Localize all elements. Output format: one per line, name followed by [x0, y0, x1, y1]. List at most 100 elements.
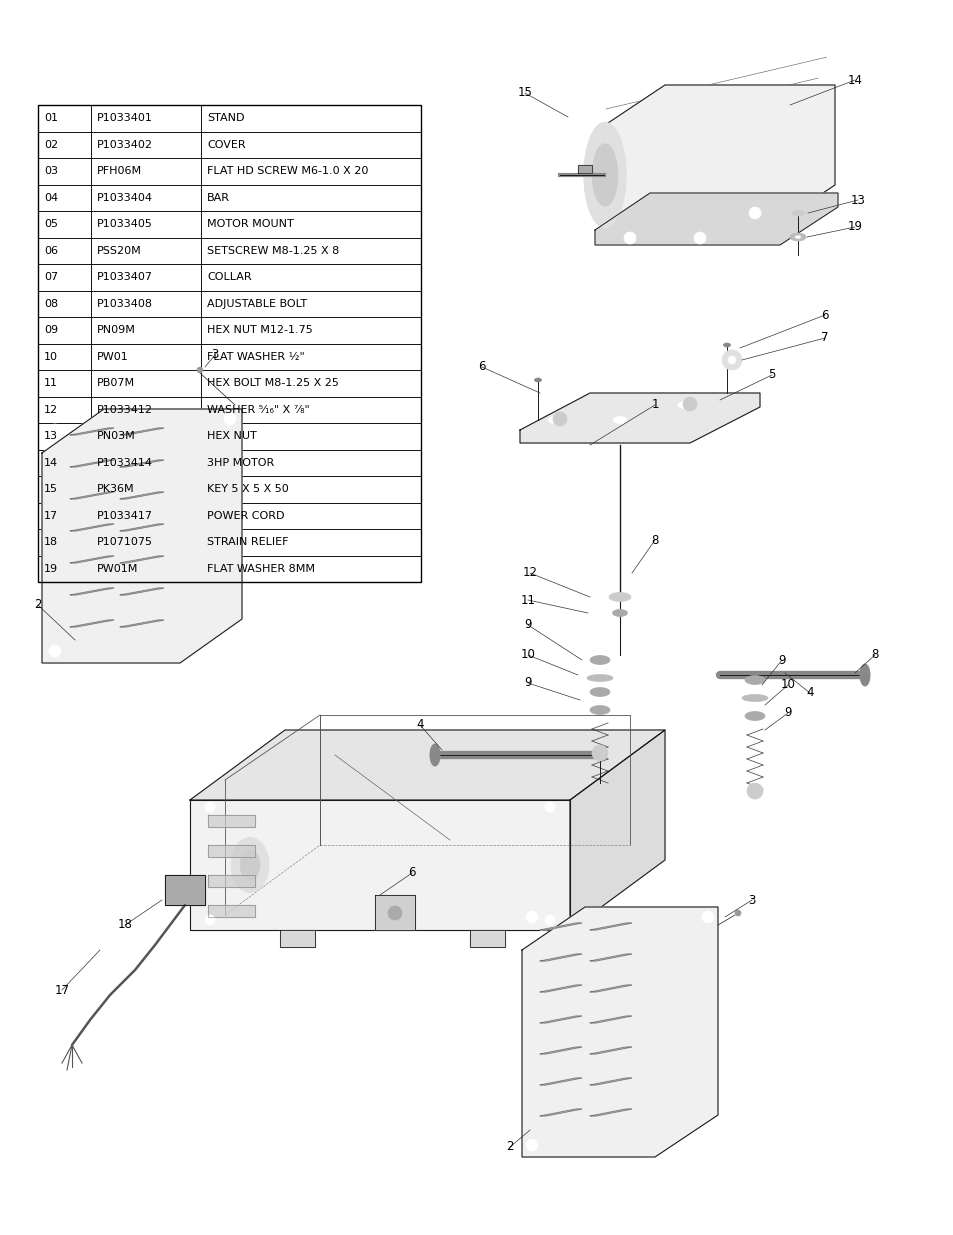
Text: 4: 4: [416, 719, 423, 731]
Ellipse shape: [734, 910, 740, 916]
Ellipse shape: [612, 610, 627, 616]
Text: 14: 14: [846, 74, 862, 86]
Circle shape: [701, 911, 713, 923]
Bar: [201, 317, 420, 343]
Text: FLAT HD SCREW M6-1.0 X 20: FLAT HD SCREW M6-1.0 X 20: [207, 167, 368, 177]
Polygon shape: [208, 815, 254, 827]
Text: PW01M: PW01M: [97, 563, 138, 574]
Bar: [201, 158, 420, 184]
Text: 6: 6: [408, 867, 416, 879]
Bar: [91, 264, 201, 290]
Ellipse shape: [240, 850, 260, 881]
Text: FLAT WASHER ½": FLAT WASHER ½": [207, 352, 304, 362]
Polygon shape: [208, 876, 254, 887]
Polygon shape: [70, 524, 113, 531]
Bar: [38, 317, 91, 343]
Text: 13: 13: [44, 431, 58, 441]
Bar: [91, 158, 201, 184]
Text: 01: 01: [44, 114, 58, 124]
Bar: [91, 105, 201, 131]
Polygon shape: [208, 845, 254, 857]
Ellipse shape: [231, 837, 269, 893]
Ellipse shape: [589, 688, 609, 697]
Text: 04: 04: [44, 193, 58, 203]
Text: 8: 8: [870, 648, 878, 662]
Ellipse shape: [547, 416, 561, 424]
Text: 9: 9: [524, 619, 531, 631]
Ellipse shape: [589, 705, 609, 715]
Circle shape: [553, 412, 566, 426]
Text: HEX NUT: HEX NUT: [207, 431, 256, 441]
Text: 1: 1: [651, 399, 659, 411]
Ellipse shape: [196, 367, 203, 373]
Bar: [201, 424, 420, 450]
Bar: [201, 503, 420, 529]
Bar: [91, 370, 201, 396]
Bar: [91, 184, 201, 211]
Ellipse shape: [722, 343, 730, 347]
Ellipse shape: [744, 676, 764, 684]
Circle shape: [721, 350, 741, 370]
Text: 09: 09: [44, 325, 58, 335]
Text: PW01: PW01: [97, 352, 129, 362]
Bar: [38, 237, 91, 264]
Polygon shape: [589, 1016, 631, 1023]
Bar: [91, 211, 201, 237]
Polygon shape: [539, 986, 581, 992]
Polygon shape: [120, 459, 164, 467]
Bar: [38, 343, 91, 370]
Bar: [38, 396, 91, 424]
Polygon shape: [120, 524, 164, 531]
Text: 5: 5: [767, 368, 775, 382]
Ellipse shape: [794, 236, 801, 238]
Bar: [38, 264, 91, 290]
Bar: [201, 450, 420, 475]
Text: 2: 2: [34, 599, 42, 611]
Bar: [91, 396, 201, 424]
Bar: [91, 450, 201, 475]
Text: STAND: STAND: [207, 114, 244, 124]
Polygon shape: [539, 923, 581, 930]
Text: 10: 10: [44, 352, 58, 362]
Polygon shape: [120, 620, 164, 627]
Ellipse shape: [741, 694, 767, 701]
Text: FLAT WASHER 8MM: FLAT WASHER 8MM: [207, 563, 314, 574]
Text: PN03M: PN03M: [97, 431, 135, 441]
Ellipse shape: [613, 416, 626, 424]
Text: MOTOR MOUNT: MOTOR MOUNT: [207, 220, 294, 230]
Bar: [91, 556, 201, 582]
Text: PN09M: PN09M: [97, 325, 135, 335]
Text: PK36M: PK36M: [97, 484, 134, 494]
Text: PFH06M: PFH06M: [97, 167, 142, 177]
Bar: [38, 503, 91, 529]
Bar: [91, 529, 201, 556]
Bar: [201, 343, 420, 370]
Bar: [201, 131, 420, 158]
Text: 11: 11: [44, 378, 58, 388]
Ellipse shape: [583, 122, 625, 227]
Polygon shape: [120, 492, 164, 499]
Text: HEX NUT M12-1.75: HEX NUT M12-1.75: [207, 325, 313, 335]
Text: P1033405: P1033405: [97, 220, 152, 230]
Text: 3: 3: [212, 348, 218, 362]
Circle shape: [49, 411, 61, 424]
Circle shape: [544, 802, 555, 811]
Text: 13: 13: [850, 194, 864, 206]
Text: P1033407: P1033407: [97, 272, 152, 283]
Polygon shape: [539, 1078, 581, 1086]
Polygon shape: [375, 895, 415, 930]
Polygon shape: [280, 930, 314, 947]
Circle shape: [205, 802, 214, 811]
Ellipse shape: [789, 233, 805, 241]
Bar: [201, 529, 420, 556]
Polygon shape: [470, 930, 504, 947]
Text: 15: 15: [517, 86, 532, 100]
Polygon shape: [70, 588, 113, 595]
Ellipse shape: [586, 674, 613, 682]
Text: 9: 9: [778, 653, 785, 667]
Text: ADJUSTABLE BOLT: ADJUSTABLE BOLT: [207, 299, 307, 309]
Bar: [38, 556, 91, 582]
Text: P1033402: P1033402: [97, 140, 152, 149]
Circle shape: [592, 745, 607, 761]
Text: 12: 12: [522, 567, 537, 579]
